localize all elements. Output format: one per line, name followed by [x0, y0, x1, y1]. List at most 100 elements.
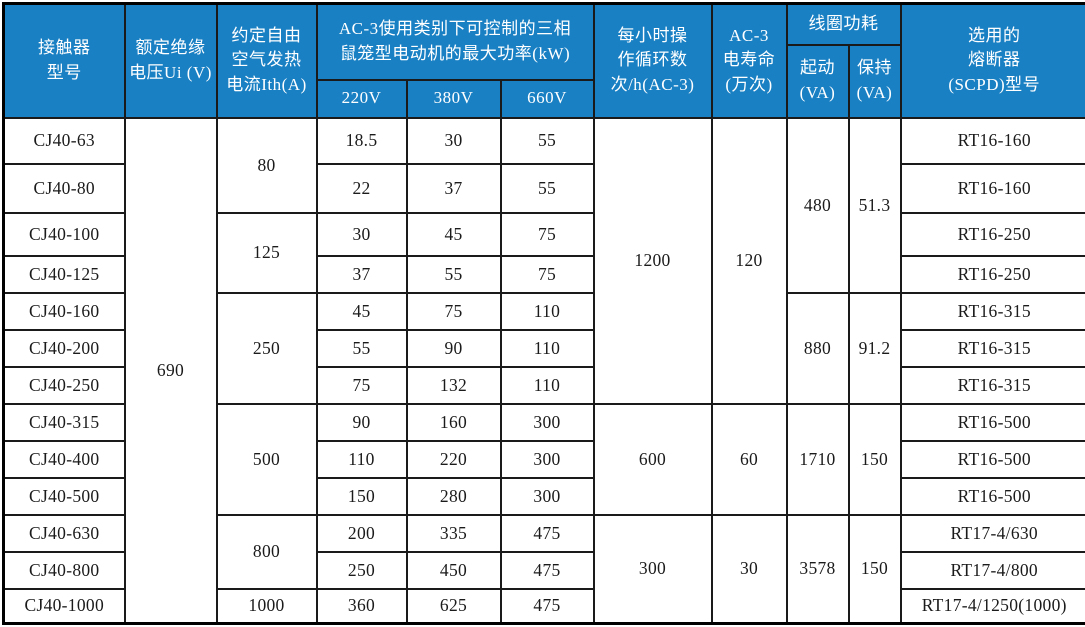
cell-power-660: 475 — [499, 513, 595, 553]
cell-power-220: 150 — [315, 476, 408, 516]
table-row: CJ40-125 37 55 75 RT16-250 — [2, 254, 1085, 294]
table-row: CJ40-160 250 45 75 110 880 91.2 RT16-315 — [2, 291, 1085, 405]
cell-power-220: 360 — [315, 587, 408, 625]
cell-pickup-va: 480 — [785, 116, 850, 294]
table-row: CJ40-250 75 132 110 RT16-315 — [2, 365, 1085, 405]
cell-model: CJ40-63 — [2, 116, 126, 165]
cell-cycles: 600 — [592, 402, 713, 516]
cell-thermal-current: 80 — [215, 116, 318, 214]
header-thermal-current: 约定自由 空气发热 电流Ith(A) — [215, 2, 318, 119]
cell-model: CJ40-1000 — [2, 587, 126, 625]
table-row: CJ40-200 55 90 110 RT16-315 — [2, 328, 1085, 368]
cell-fuse: RT17-4/1250(1000) — [899, 587, 1085, 625]
cell-power-220: 45 — [315, 291, 408, 331]
cell-model: CJ40-400 — [2, 439, 126, 479]
cell-model: CJ40-200 — [2, 328, 126, 368]
cell-fuse: RT16-500 — [899, 402, 1085, 442]
table-row: CJ40-63 690 80 18.5 30 55 1200 120 480 5… — [2, 116, 1085, 625]
cell-power-380: 132 — [405, 365, 502, 405]
header-ac3-max-power: AC-3使用类别下可控制的三相 鼠笼型电动机的最大功率(kW) — [315, 2, 595, 81]
cell-cycles: 300 — [592, 513, 713, 625]
cell-model: CJ40-250 — [2, 365, 126, 405]
cell-model: CJ40-100 — [2, 211, 126, 257]
cell-fuse: RT16-315 — [899, 291, 1085, 331]
cell-power-660: 110 — [499, 365, 595, 405]
cell-fuse: RT16-500 — [899, 476, 1085, 516]
cell-power-220: 18.5 — [315, 116, 408, 165]
cell-power-220: 75 — [315, 365, 408, 405]
cell-fuse: RT16-160 — [899, 116, 1085, 165]
cell-model: CJ40-125 — [2, 254, 126, 294]
header-voltage-660: 660V — [499, 78, 595, 119]
header-fuse: 选用的 熔断器 (SCPD)型号 — [899, 2, 1085, 119]
cell-model: CJ40-500 — [2, 476, 126, 516]
cell-life: 60 — [710, 402, 788, 516]
cell-power-380: 335 — [405, 513, 502, 553]
header-row-1: 接触器 型号 额定绝缘 电压Ui (V) 约定自由 空气发热 电流Ith(A) … — [2, 2, 1085, 119]
cell-power-220: 30 — [315, 211, 408, 257]
header-voltage-220: 220V — [315, 78, 408, 119]
table-row: CJ40-315 500 90 160 300 600 60 1710 150 … — [2, 402, 1085, 516]
cell-model: CJ40-315 — [2, 402, 126, 442]
table-row: CJ40-630 800 200 335 475 300 30 3578 150… — [2, 513, 1085, 625]
header-rated-insulation-voltage: 额定绝缘 电压Ui (V) — [123, 2, 218, 119]
cell-power-220: 37 — [315, 254, 408, 294]
cell-power-380: 30 — [405, 116, 502, 165]
cell-power-380: 220 — [405, 439, 502, 479]
table-row: CJ40-80 22 37 55 RT16-160 — [2, 162, 1085, 214]
cell-fuse: RT16-250 — [899, 254, 1085, 294]
cell-life: 120 — [710, 116, 788, 405]
cell-power-220: 200 — [315, 513, 408, 553]
cell-thermal-current: 250 — [215, 291, 318, 405]
header-electrical-life: AC-3 电寿命 (万次) — [710, 2, 788, 119]
cell-fuse: RT16-250 — [899, 211, 1085, 257]
cell-model: CJ40-160 — [2, 291, 126, 331]
cell-power-660: 55 — [499, 116, 595, 165]
cell-power-660: 75 — [499, 211, 595, 257]
cell-holding-va: 91.2 — [847, 291, 902, 405]
cell-power-380: 625 — [405, 587, 502, 625]
cell-insulation-voltage: 690 — [123, 116, 218, 625]
cell-fuse: RT17-4/630 — [899, 513, 1085, 553]
table-header: 接触器 型号 额定绝缘 电压Ui (V) 约定自由 空气发热 电流Ith(A) … — [2, 2, 1085, 119]
cell-holding-va: 51.3 — [847, 116, 902, 294]
cell-holding-va: 150 — [847, 402, 902, 516]
table-row: CJ40-400 110 220 300 RT16-500 — [2, 439, 1085, 479]
header-cycles-per-hour: 每小时操 作循环数 次/h(AC-3) — [592, 2, 713, 119]
cell-model: CJ40-80 — [2, 162, 126, 214]
cell-fuse: RT16-500 — [899, 439, 1085, 479]
cell-power-660: 55 — [499, 162, 595, 214]
header-voltage-380: 380V — [405, 78, 502, 119]
cell-pickup-va: 1710 — [785, 402, 850, 516]
cell-thermal-current: 800 — [215, 513, 318, 590]
table-body: CJ40-63 690 80 18.5 30 55 1200 120 480 5… — [2, 116, 1085, 625]
cell-fuse: RT17-4/800 — [899, 550, 1085, 590]
cell-power-660: 300 — [499, 476, 595, 516]
cell-fuse: RT16-315 — [899, 365, 1085, 405]
header-coil-power: 线圈功耗 — [785, 2, 902, 46]
cell-power-660: 110 — [499, 291, 595, 331]
cell-power-220: 55 — [315, 328, 408, 368]
cell-power-660: 475 — [499, 550, 595, 590]
header-row-3: 220V 380V 660V — [4, 78, 1085, 119]
cell-pickup-va: 3578 — [785, 513, 850, 625]
cell-power-380: 45 — [405, 211, 502, 257]
cell-power-220: 110 — [315, 439, 408, 479]
cell-power-220: 22 — [315, 162, 408, 214]
cell-power-660: 300 — [499, 402, 595, 442]
cell-power-220: 250 — [315, 550, 408, 590]
cell-power-380: 37 — [405, 162, 502, 214]
cell-power-660: 75 — [499, 254, 595, 294]
cell-cycles: 1200 — [592, 116, 713, 405]
table-row: CJ40-1000 1000 360 625 475 RT17-4/1250(1… — [2, 587, 1085, 625]
cell-pickup-va: 880 — [785, 291, 850, 405]
header-contactor-model: 接触器 型号 — [2, 2, 126, 119]
cell-power-660: 475 — [499, 587, 595, 625]
cell-life: 30 — [710, 513, 788, 625]
cell-power-380: 280 — [405, 476, 502, 516]
cell-power-220: 90 — [315, 402, 408, 442]
cell-power-380: 450 — [405, 550, 502, 590]
cell-thermal-current: 1000 — [215, 587, 318, 625]
cell-holding-va: 150 — [847, 513, 902, 625]
